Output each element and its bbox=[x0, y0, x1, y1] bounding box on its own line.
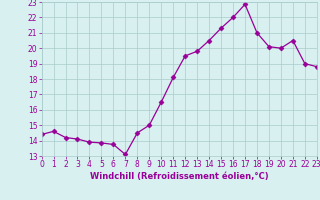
X-axis label: Windchill (Refroidissement éolien,°C): Windchill (Refroidissement éolien,°C) bbox=[90, 172, 268, 181]
